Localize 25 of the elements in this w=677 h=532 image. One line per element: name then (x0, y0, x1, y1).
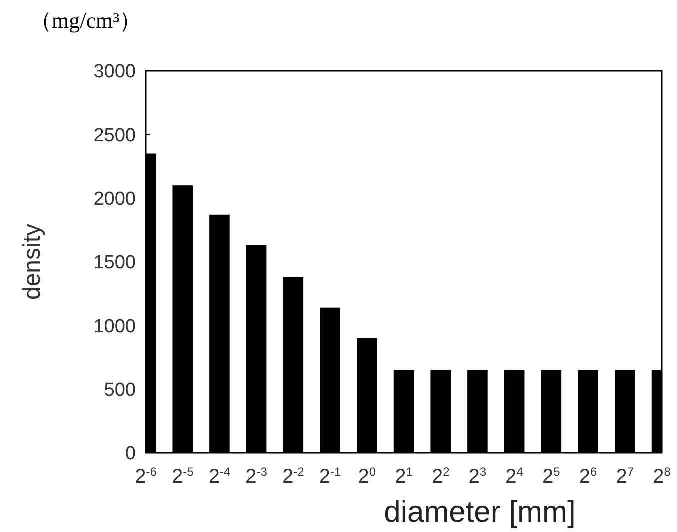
x-tick-label: 2$^{-3}$ (246, 465, 268, 488)
x-tick-label: 2$^{-2}$ (282, 465, 305, 488)
x-tick-label: 2$^{5}$ (542, 465, 561, 488)
text: （mg/cm³） (30, 8, 142, 33)
x-tick-label: 2$^{-5}$ (172, 465, 194, 488)
y-axis-title: density (19, 224, 46, 300)
y-tick-label: 2500 (94, 125, 136, 146)
y-tick-label: 0 (125, 444, 136, 465)
x-tick-label: 2$^{0}$ (358, 465, 376, 488)
x-tick-label: 2$^{-4}$ (208, 465, 231, 488)
x-tick-label: 2$^{4}$ (506, 465, 524, 488)
x-tick-label: 2$^{1}$ (395, 465, 414, 488)
x-axis-title: diameter [mm] (384, 496, 576, 529)
x-tick-label: 2$^{8}$ (653, 465, 672, 488)
x-tick-label: 2$^{-6}$ (135, 465, 158, 488)
y-tick-label: 500 (104, 380, 136, 401)
y-tick-label: 2000 (94, 188, 136, 210)
y-tick-label: 1000 (94, 316, 136, 338)
x-tick-label: 2$^{2}$ (432, 465, 450, 488)
x-tick-label: 2$^{3}$ (468, 465, 487, 488)
x-tick-label: 2$^{6}$ (579, 465, 598, 488)
y-tick-label: 1500 (94, 252, 136, 274)
x-tick-label: 2$^{7}$ (616, 465, 634, 488)
y-tick-label: 3000 (94, 62, 136, 83)
x-tick-label: 2$^{-1}$ (319, 465, 342, 488)
